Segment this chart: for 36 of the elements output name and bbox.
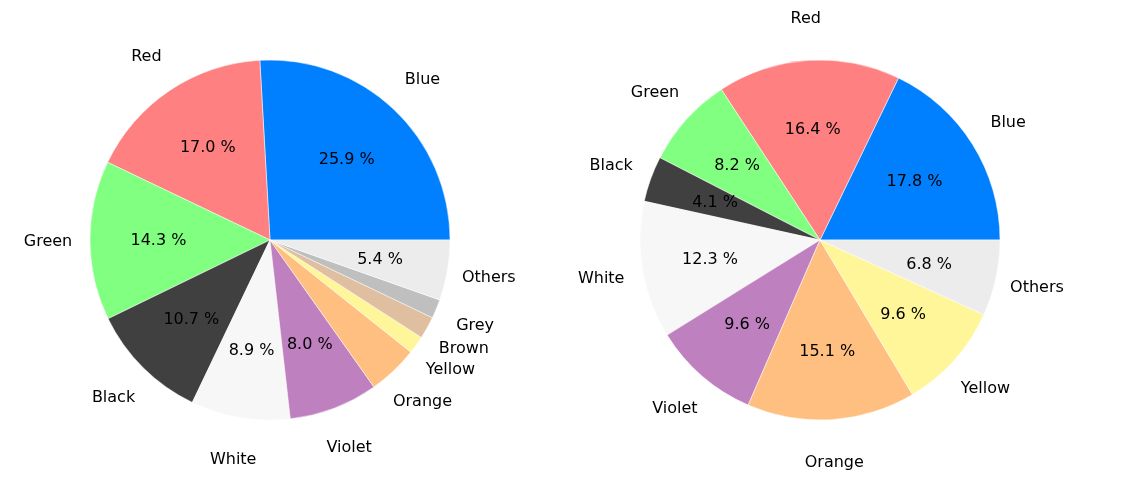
slice-label: Red — [790, 8, 821, 28]
slice-label: Green — [630, 81, 680, 101]
slice-label: Yellow — [959, 377, 1011, 397]
slice-label: Red — [131, 45, 162, 65]
data-label: 25.9 % — [318, 148, 375, 168]
slice-label: Others — [1010, 277, 1064, 297]
slice-label: Black — [91, 387, 136, 407]
data-label: 12.3 % — [682, 248, 738, 268]
slice-label: Green — [23, 230, 73, 250]
slice-label: Black — [589, 154, 634, 174]
data-label: 6.8 % — [906, 253, 952, 273]
data-label: 8.2 % — [714, 155, 760, 175]
data-label: 16.4 % — [784, 118, 841, 138]
data-label: 15.1 % — [799, 341, 856, 361]
slice-label: Violet — [326, 437, 372, 457]
data-label: 5.4 % — [357, 248, 403, 268]
slice-label: White — [209, 448, 257, 468]
data-label: 8.9 % — [228, 340, 275, 360]
data-label: 9.6 % — [724, 314, 770, 334]
data-label: 17.0 % — [179, 137, 236, 157]
slice-label: Orange — [804, 451, 864, 471]
data-label: 9.6 % — [880, 304, 927, 324]
slice-label: Violet — [652, 398, 698, 418]
slice-label: Brown — [438, 338, 489, 358]
slice-label: Orange — [392, 391, 453, 411]
slice-label: Blue — [404, 68, 441, 88]
data-label: 17.8 % — [886, 170, 943, 190]
data-label: 4.1 % — [692, 192, 738, 212]
data-label: 14.3 % — [130, 230, 187, 250]
slice-label: Others — [461, 267, 516, 287]
data-label: 10.7 % — [163, 309, 220, 329]
slice-label: Blue — [990, 112, 1026, 132]
slice-label: White — [577, 267, 625, 287]
slice-label: Yellow — [424, 359, 476, 379]
data-label: 8.0 % — [286, 334, 333, 354]
slice-label: Grey — [456, 314, 495, 334]
